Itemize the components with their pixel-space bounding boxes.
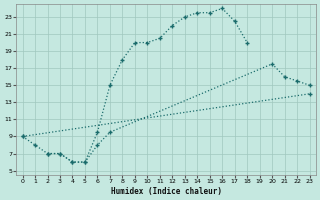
X-axis label: Humidex (Indice chaleur): Humidex (Indice chaleur) — [111, 187, 221, 196]
